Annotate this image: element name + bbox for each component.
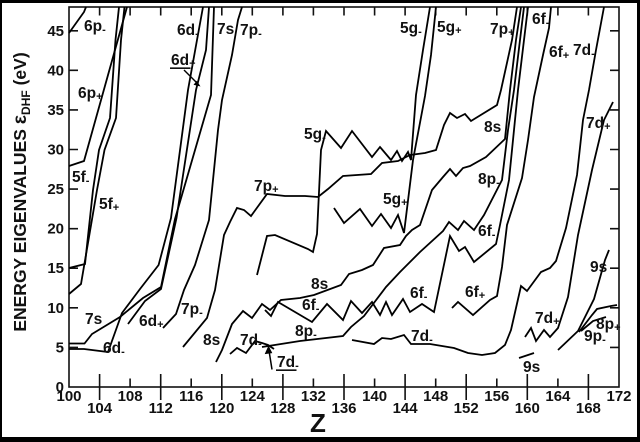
svg-text:40: 40 <box>47 62 64 79</box>
svg-text:8s: 8s <box>203 332 220 349</box>
svg-text:35: 35 <box>47 102 64 119</box>
svg-text:128: 128 <box>270 400 295 417</box>
svg-text:8p-: 8p- <box>478 171 500 189</box>
svg-text:124: 124 <box>240 388 266 405</box>
svg-text:25: 25 <box>47 181 64 198</box>
svg-text:9s: 9s <box>590 259 607 276</box>
svg-text:5g-: 5g- <box>400 20 422 38</box>
svg-text:172: 172 <box>606 388 631 405</box>
svg-text:0: 0 <box>56 379 64 396</box>
svg-text:152: 152 <box>454 400 479 417</box>
svg-text:132: 132 <box>301 388 326 405</box>
svg-text:5g-: 5g- <box>304 126 326 144</box>
svg-text:100: 100 <box>56 388 81 405</box>
svg-text:7s: 7s <box>217 21 234 38</box>
svg-text:30: 30 <box>47 142 64 159</box>
svg-text:140: 140 <box>362 388 387 405</box>
svg-text:7d-: 7d- <box>240 332 262 350</box>
svg-text:116: 116 <box>179 388 203 405</box>
svg-text:20: 20 <box>47 221 64 238</box>
svg-text:5f-: 5f- <box>72 169 90 187</box>
svg-text:7p-: 7p- <box>181 301 203 319</box>
svg-text:6d-: 6d- <box>103 340 125 358</box>
svg-text:164: 164 <box>545 388 571 405</box>
svg-text:7d-: 7d- <box>573 42 595 60</box>
svg-text:148: 148 <box>423 388 448 405</box>
svg-text:10: 10 <box>47 300 64 317</box>
svg-text:Z: Z <box>310 408 326 438</box>
svg-text:45: 45 <box>47 23 64 40</box>
svg-text:168: 168 <box>576 400 601 417</box>
svg-text:136: 136 <box>331 400 356 417</box>
svg-text:6d-: 6d- <box>177 22 199 40</box>
svg-text:144: 144 <box>393 400 419 417</box>
svg-text:8s: 8s <box>484 119 501 136</box>
svg-text:7p-: 7p- <box>240 22 262 40</box>
svg-text:6p-: 6p- <box>84 18 106 36</box>
svg-text:7d-: 7d- <box>277 354 299 372</box>
svg-text:112: 112 <box>149 400 173 417</box>
svg-text:104: 104 <box>87 400 113 417</box>
svg-text:156: 156 <box>484 388 509 405</box>
svg-text:5: 5 <box>56 339 64 356</box>
svg-text:8s: 8s <box>311 276 328 293</box>
svg-text:120: 120 <box>209 400 234 417</box>
svg-text:9p-: 9p- <box>584 328 606 346</box>
svg-text:6f-: 6f- <box>478 223 496 241</box>
svg-text:160: 160 <box>515 400 540 417</box>
svg-text:8p-: 8p- <box>295 323 317 341</box>
svg-text:15: 15 <box>47 260 64 277</box>
svg-text:9s: 9s <box>523 359 540 376</box>
svg-text:6f-: 6f- <box>302 297 320 315</box>
svg-text:7d-: 7d- <box>411 328 433 346</box>
svg-text:6f-: 6f- <box>410 285 428 303</box>
svg-text:6f-: 6f- <box>532 11 550 29</box>
svg-text:7s: 7s <box>85 311 102 328</box>
svg-text:108: 108 <box>118 388 143 405</box>
